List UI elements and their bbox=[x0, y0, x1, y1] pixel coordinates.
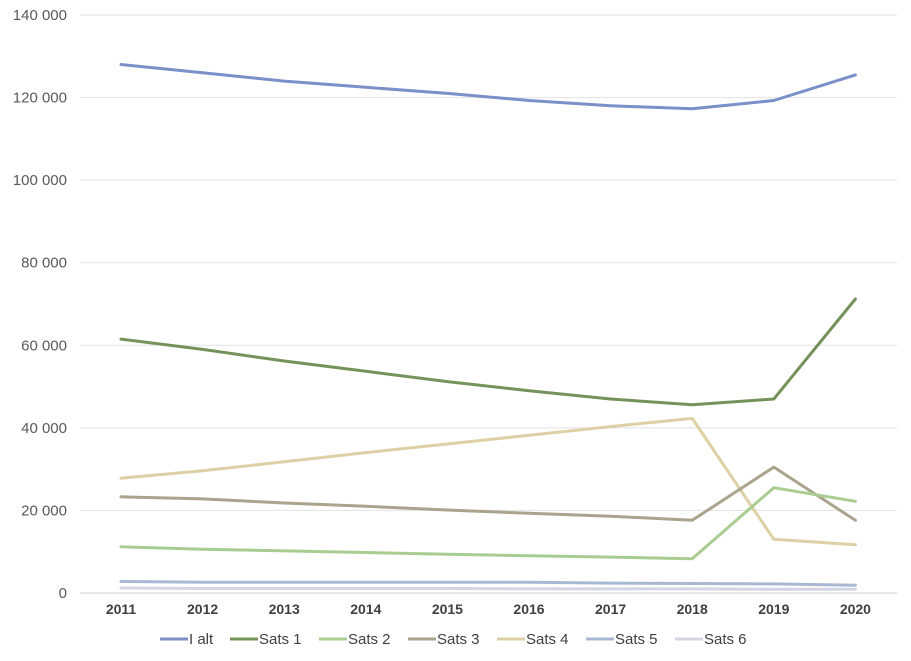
series-line-sats-3 bbox=[119, 465, 857, 522]
series-line-sats-5 bbox=[119, 579, 857, 587]
y-tick-label: 20 000 bbox=[21, 502, 67, 519]
x-tick-label: 2013 bbox=[269, 601, 300, 617]
legend-label: Sats 1 bbox=[259, 631, 302, 648]
x-tick-label: 2011 bbox=[106, 601, 137, 617]
x-tick-label: 2014 bbox=[350, 601, 381, 617]
legend-label: Sats 6 bbox=[704, 631, 747, 648]
legend-label: Sats 2 bbox=[348, 631, 391, 648]
x-tick-label: 2012 bbox=[187, 601, 218, 617]
legend: I alt Sats 1 Sats 2 Sats 3 Sats 4 Sats 5 Sats … bbox=[160, 631, 747, 648]
series-line-sats-2 bbox=[119, 486, 857, 561]
x-axis-ticks: 2011 2012 2013 2014 2015 2016 2017 2018 2019 2020 bbox=[106, 601, 871, 617]
x-tick-label: 2015 bbox=[432, 601, 463, 617]
y-tick-label: 80 000 bbox=[21, 255, 67, 272]
series-line-sats-4 bbox=[119, 416, 857, 547]
x-tick-label: 2017 bbox=[595, 601, 626, 617]
legend-label: Sats 3 bbox=[437, 631, 480, 648]
x-tick-label: 2020 bbox=[840, 601, 871, 617]
x-tick-label: 2016 bbox=[513, 601, 544, 617]
gridlines bbox=[80, 14, 897, 594]
x-tick-label: 2019 bbox=[758, 601, 789, 617]
y-tick-label: 140 000 bbox=[13, 7, 67, 24]
legend-label: I alt bbox=[189, 631, 214, 648]
series-line-i-alt bbox=[119, 63, 857, 111]
series-line-sats-1 bbox=[119, 297, 857, 407]
legend-label: Sats 5 bbox=[615, 631, 658, 648]
y-tick-label: 60 000 bbox=[21, 337, 67, 354]
series-lines bbox=[119, 63, 857, 591]
x-tick-label: 2018 bbox=[677, 601, 708, 617]
series-line-sats-6 bbox=[119, 586, 857, 591]
y-tick-label: 0 bbox=[59, 585, 67, 602]
y-tick-label: 100 000 bbox=[13, 172, 67, 189]
legend-label: Sats 4 bbox=[526, 631, 569, 648]
y-tick-label: 120 000 bbox=[13, 90, 67, 107]
y-axis-ticks: 0 20 000 40 000 60 000 80 000 100 000 120 000 1… bbox=[13, 7, 67, 602]
y-tick-label: 40 000 bbox=[21, 420, 67, 437]
